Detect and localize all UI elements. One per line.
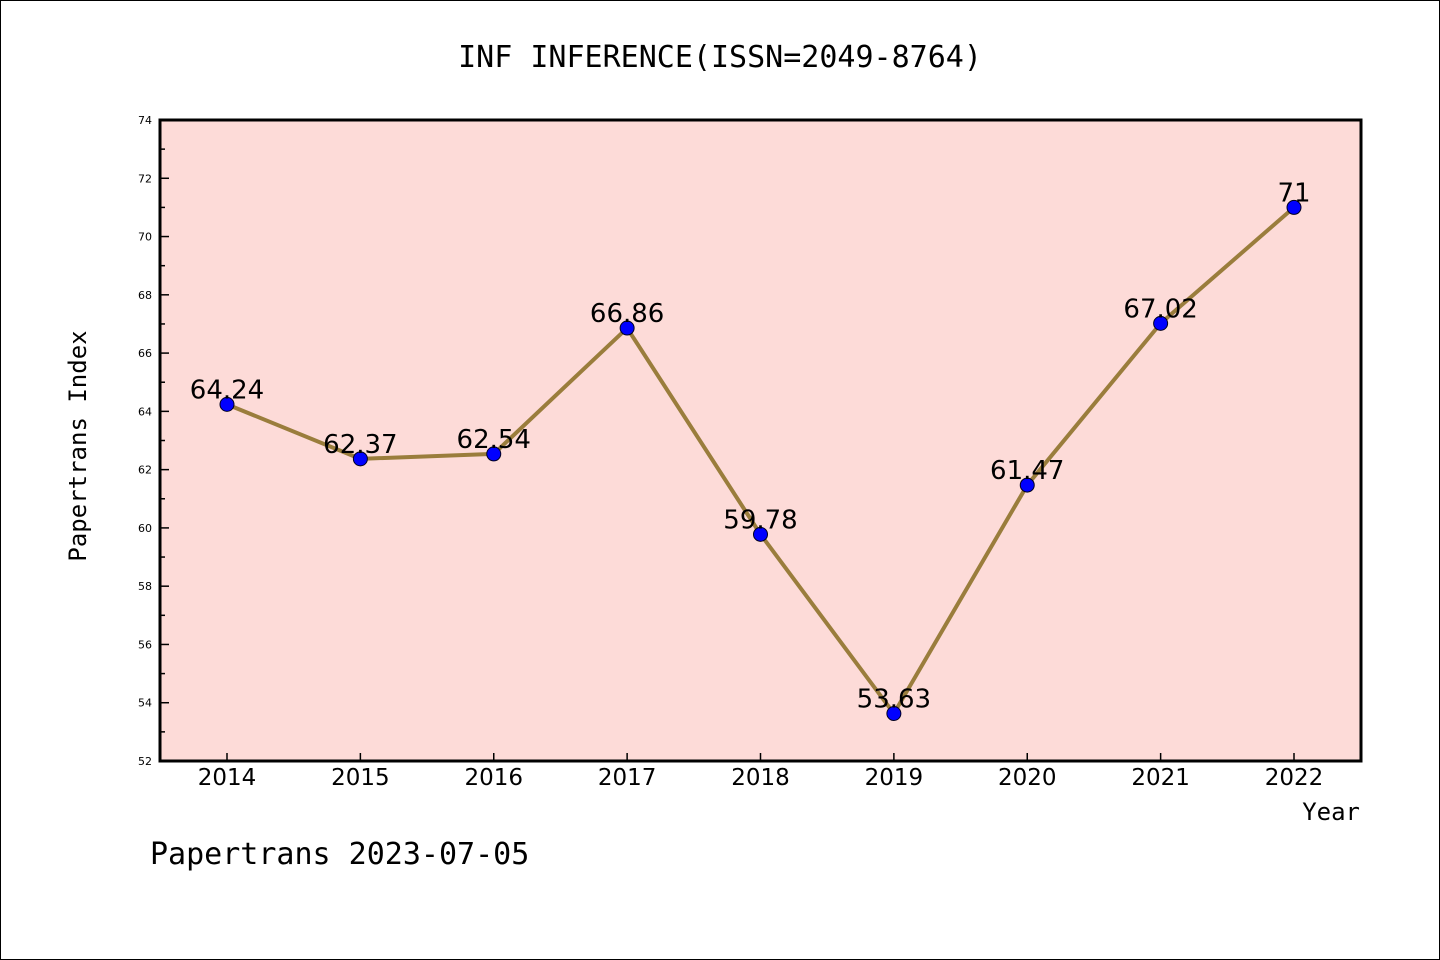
y-tick-label: 72 (138, 172, 152, 185)
data-point-label: 66.86 (590, 299, 664, 329)
data-point-marker (486, 446, 502, 462)
data-point-marker (619, 320, 635, 336)
plot-border (158, 118, 1363, 763)
x-tick-label: 2016 (464, 765, 523, 791)
data-point-label: 67.02 (1123, 294, 1197, 324)
data-point-marker (753, 526, 768, 542)
data-labels: 64.24 62.37 62.54 66.86 59.78 53.63 61.47 67.02… (190, 178, 1311, 714)
data-point-marker (1153, 315, 1169, 331)
chart-title: INF INFERENCE(ISSN=2049-8764) (458, 40, 982, 75)
data-point-label: 64.24 (190, 375, 264, 405)
data-point-label: 61.47 (990, 456, 1064, 486)
y-axis-label: Papertrans Index (64, 330, 92, 561)
x-axis-label: Year (1302, 798, 1360, 826)
y-tick-label: 66 (138, 347, 152, 360)
x-tick-label: 2018 (731, 765, 790, 791)
y-tick-label: 52 (138, 755, 152, 768)
x-tick-label: 2020 (998, 765, 1057, 791)
x-tick-label: 2014 (198, 765, 257, 791)
y-tick-label: 60 (138, 522, 152, 535)
plot-area (160, 120, 1361, 761)
y-tick-label: 54 (138, 697, 152, 710)
data-point-marker (1019, 477, 1035, 493)
y-tick-label: 68 (138, 289, 152, 302)
y-tick-label: 56 (138, 638, 152, 651)
data-point-marker (219, 396, 235, 412)
y-tick-label: 64 (138, 405, 152, 418)
x-axis: 2014 2015 2016 2017 2018 2019 2020 2021 2022 (198, 753, 1324, 791)
x-tick-label: 2021 (1131, 765, 1190, 791)
data-point-label: 71 (1277, 178, 1310, 208)
data-point-label: 53.63 (857, 685, 931, 715)
data-point-marker (886, 706, 902, 722)
footer-credit: Papertrans 2023-07-05 (150, 837, 529, 872)
data-point-label: 62.54 (457, 425, 531, 455)
data-point-label: 62.37 (323, 430, 397, 460)
series-markers (219, 199, 1302, 722)
x-tick-label: 2022 (1265, 765, 1324, 791)
x-tick-label: 2019 (865, 765, 924, 791)
y-tick-label: 70 (138, 231, 152, 244)
y-tick-label: 74 (138, 114, 152, 127)
x-tick-label: 2015 (331, 765, 390, 791)
y-tick-label: 62 (138, 464, 152, 477)
data-point-marker (1286, 199, 1302, 215)
data-point-label: 59.78 (723, 505, 797, 535)
data-point-marker (352, 451, 368, 467)
y-tick-label: 58 (138, 580, 152, 593)
x-tick-label: 2017 (598, 765, 657, 791)
